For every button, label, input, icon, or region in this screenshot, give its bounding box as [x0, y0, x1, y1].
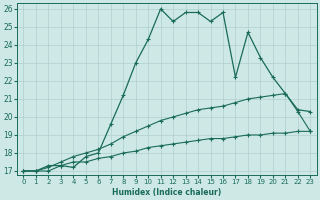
- X-axis label: Humidex (Indice chaleur): Humidex (Indice chaleur): [112, 188, 221, 197]
